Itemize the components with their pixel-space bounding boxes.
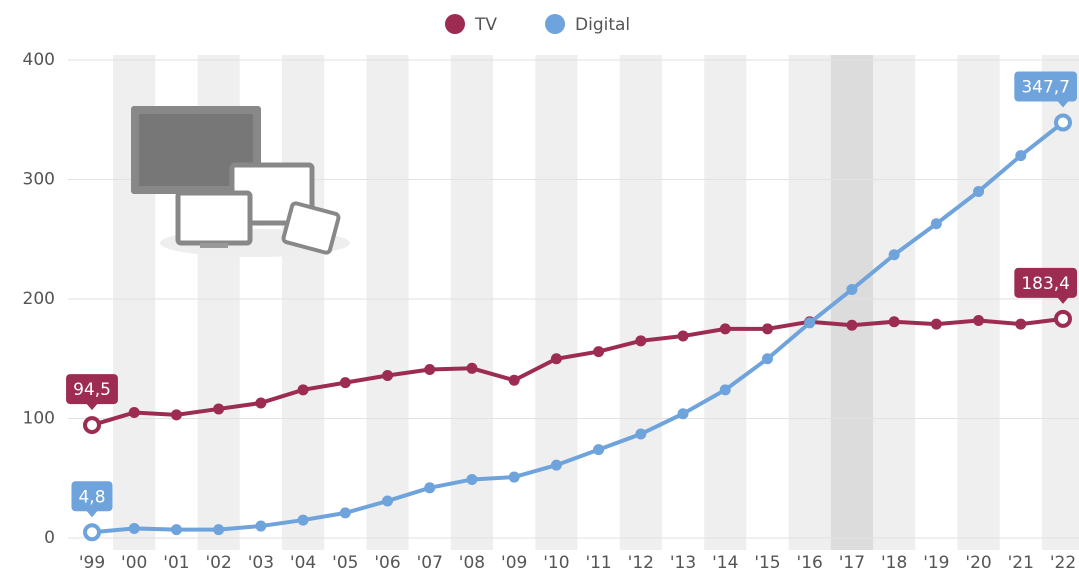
point [762,353,773,364]
x-tick-label: '12 [628,553,654,573]
point [255,521,266,532]
x-tick-label: '18 [881,553,907,573]
x-tick-label: '13 [670,553,696,573]
x-tick-label: '22 [1050,553,1076,573]
x-tick-label: '11 [585,553,611,573]
point [382,370,393,381]
x-tick-label: '21 [1008,553,1034,573]
x-tick-label: '01 [163,553,189,573]
point [1015,319,1026,330]
x-tick-label: '99 [79,553,105,573]
x-tick-label: '03 [248,553,274,573]
point [593,444,604,455]
point [424,364,435,375]
x-tick-label: '02 [205,553,231,573]
x-tick-label: '15 [754,553,780,573]
point [509,472,520,483]
legend-marker [445,14,465,34]
point [551,353,562,364]
x-tick-label: '04 [290,553,316,573]
point [720,323,731,334]
point [171,524,182,535]
value-label: 94,5 [66,374,118,410]
point [213,524,224,535]
point [382,495,393,506]
x-tick-label: '05 [332,553,358,573]
legend-marker [545,14,565,34]
point [846,320,857,331]
band [535,55,577,550]
value-label-text: 183,4 [1021,274,1070,294]
point [593,346,604,357]
value-label-text: 4,8 [78,487,105,507]
band [873,55,915,550]
x-tick-label: '17 [839,553,865,573]
x-tick-label: '20 [965,553,991,573]
value-label-text: 94,5 [73,380,111,400]
point [678,331,689,342]
point [255,397,266,408]
value-label: 4,8 [71,481,112,517]
legend-label: TV [474,15,497,35]
point [213,403,224,414]
point [466,363,477,374]
value-label-text: 347,7 [1021,77,1070,97]
point [340,507,351,518]
point [551,460,562,471]
y-tick-label: 100 [23,409,55,429]
point [298,515,309,526]
band [704,55,746,550]
point [129,407,140,418]
point [171,409,182,420]
point [85,418,99,432]
y-tick-label: 0 [44,528,55,548]
point [635,429,646,440]
point [973,315,984,326]
band [282,55,324,550]
point [129,523,140,534]
point [1056,312,1070,326]
band [789,55,831,550]
band [620,55,662,550]
band [957,55,999,550]
point [889,316,900,327]
point [931,218,942,229]
x-tick-label: '09 [501,553,527,573]
y-tick-label: 400 [23,50,55,70]
point [931,319,942,330]
point [1056,115,1070,129]
x-tick-label: '00 [121,553,147,573]
point [298,384,309,395]
point [466,474,477,485]
label-pointer [86,403,98,410]
point [424,482,435,493]
x-tick-label: '14 [712,553,738,573]
chart: '99 '00 '01 '02 '03 '04 '05 '06 '07 '08 '09 '10 '11 '… [0,0,1079,575]
point [85,525,99,539]
y-tick-label: 200 [23,289,55,309]
legend-label: Digital [575,15,630,35]
x-tick-label: '19 [923,553,949,573]
x-tick-label: '16 [797,553,823,573]
point [1015,150,1026,161]
point [846,284,857,295]
band [366,55,408,550]
point [973,186,984,197]
point [678,408,689,419]
point [635,335,646,346]
label-pointer [86,510,98,517]
x-tick-label: '07 [417,553,443,573]
point [720,384,731,395]
x-tick-label: '08 [459,553,485,573]
y-tick-label: 300 [23,170,55,190]
point [340,377,351,388]
x-tick-label: '10 [543,553,569,573]
point [509,375,520,386]
x-tick-label: '06 [374,553,400,573]
point [804,317,815,328]
point [889,249,900,260]
point [762,323,773,334]
